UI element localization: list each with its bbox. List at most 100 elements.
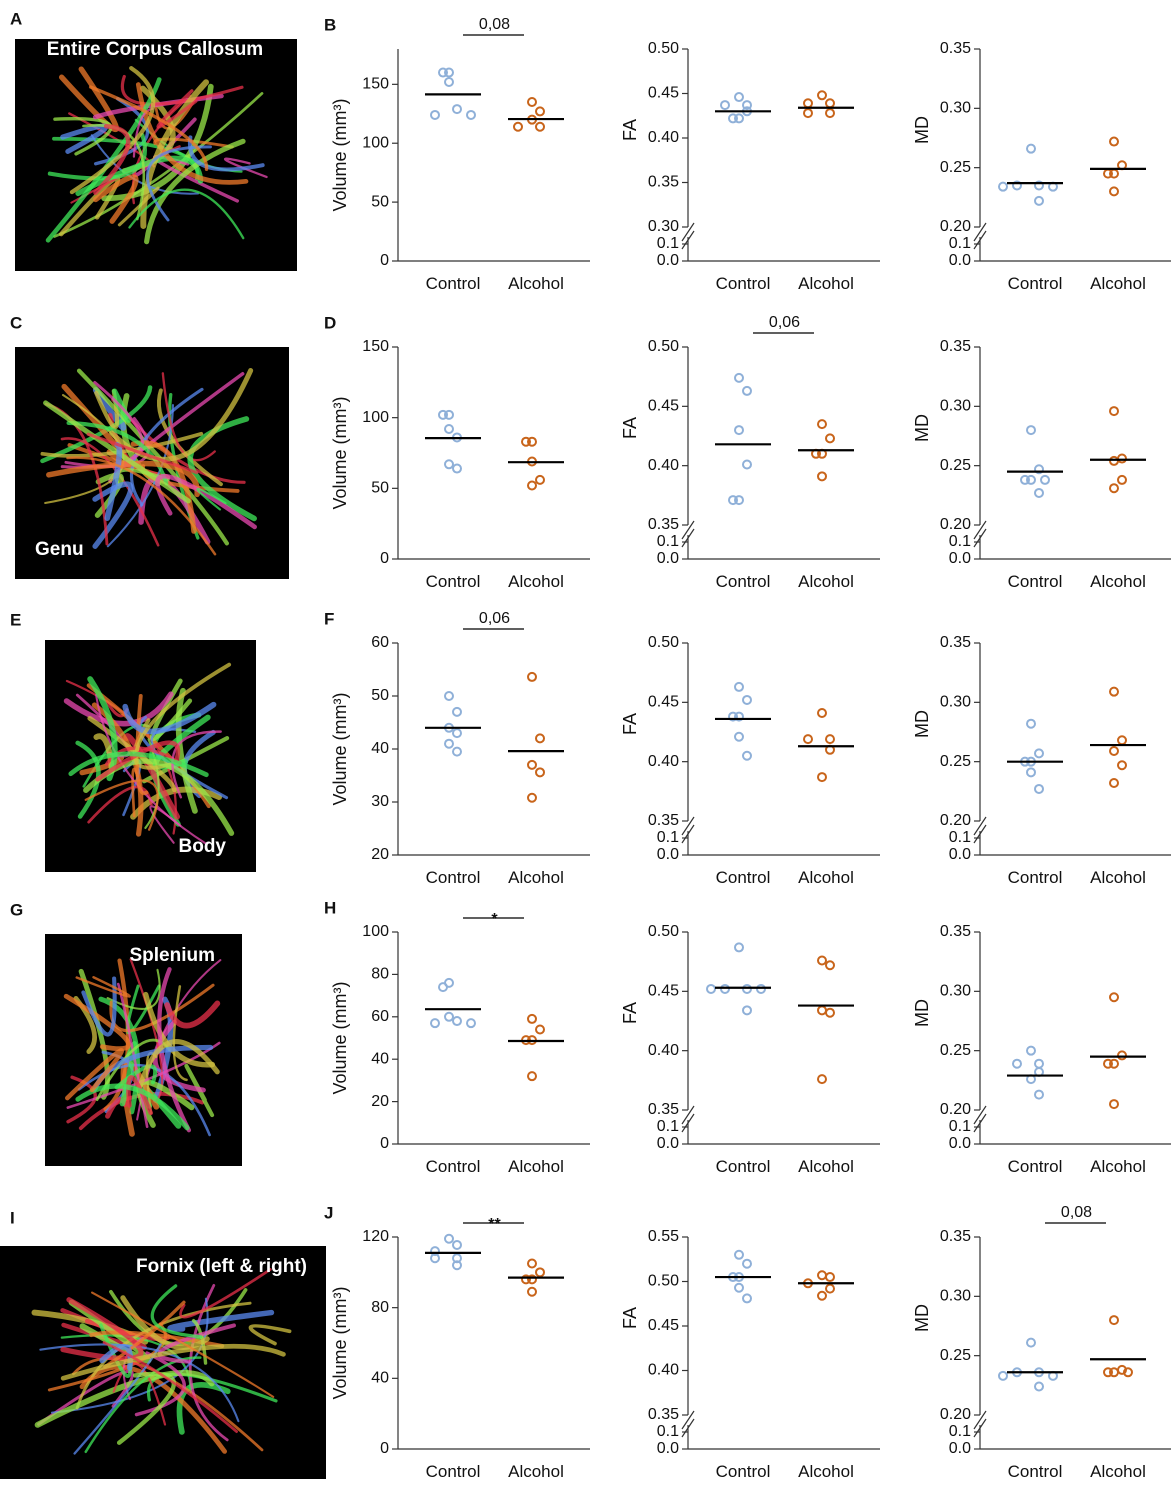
x-tick-label: Control [426,1462,481,1481]
x-tick-label: Control [716,572,771,591]
data-point [825,960,835,971]
data-point [452,104,462,115]
y-tick-label: 20 [371,846,389,863]
data-point [742,385,752,396]
data-point [444,1233,454,1244]
fibre [66,1075,98,1124]
y-tick-label: 0 [380,1135,389,1152]
y-tick-label: 100 [362,923,389,940]
data-point [527,480,537,491]
data-point [452,463,462,474]
y-tick-label: 0.1 [657,533,679,550]
data-point [1117,474,1127,485]
data-point [527,1274,537,1285]
data-point [825,1283,835,1294]
data-point [817,1270,827,1281]
y-axis-label: FA [620,1307,640,1329]
data-point [430,1253,440,1264]
x-tick-label: Alcohol [1090,572,1146,591]
data-point [803,108,813,119]
fibre [60,1297,144,1361]
x-tick-label: Alcohol [508,1462,564,1481]
y-tick-label: 0.1 [657,1118,679,1135]
data-point [742,459,752,470]
y-tick-label: 0.30 [940,983,971,1000]
data-point [734,1282,744,1293]
y-tick-label: 0 [380,550,389,567]
image-caption: Genu [35,539,84,560]
data-point [535,474,545,485]
x-tick-label: Alcohol [1090,1157,1146,1176]
fibre [78,968,110,1100]
axis-break [973,528,987,548]
fibre [63,691,174,727]
x-tick-label: Alcohol [798,1157,854,1176]
y-tick-label: 50 [371,480,389,497]
fibre [66,420,169,486]
panel-letter: H [324,898,336,917]
fibre [95,693,208,846]
data-point [817,772,827,783]
fibre [120,1059,160,1137]
y-tick-label: 120 [362,1228,389,1245]
fibre [137,1039,220,1089]
fibre [68,1299,152,1364]
data-point [452,1239,462,1250]
y-tick-label: 0.20 [940,1406,971,1423]
y-tick-label: 0.35 [940,923,971,940]
data-point [803,734,813,745]
x-tick-label: Alcohol [1090,1462,1146,1481]
fibre [156,89,198,129]
fibre [132,107,154,158]
y-tick-label: 0.35 [648,1406,679,1423]
y-tick-label: 0.40 [648,753,679,770]
axis-break [681,222,695,242]
data-point [1109,406,1119,417]
fibre [150,1284,203,1339]
y-tick-label: 0.30 [940,100,971,117]
data-point [825,1007,835,1018]
data-point [535,1024,545,1035]
significance-label: ** [488,1216,501,1233]
y-tick-label: 0.55 [648,1228,679,1245]
data-point [825,1272,835,1283]
data-point [1109,686,1119,697]
data-point [728,495,738,506]
y-tick-label: 30 [371,793,389,810]
fibre [248,1324,292,1346]
x-tick-label: Control [1008,274,1063,293]
data-point [452,728,462,739]
data-point [1117,735,1127,746]
axis-break [973,1113,987,1133]
y-tick-label: 0.1 [949,829,971,846]
y-tick-label: 0.35 [940,338,971,355]
data-point [817,708,827,719]
x-tick-label: Control [426,868,481,887]
data-point [444,409,454,420]
y-tick-label: 80 [371,966,389,983]
x-tick-label: Control [716,1157,771,1176]
fibre [91,1291,275,1398]
y-tick-label: 0 [380,252,389,269]
fibre [34,1369,215,1428]
y-tick-label: 0 [380,1440,389,1457]
x-tick-label: Alcohol [798,274,854,293]
axis-break [681,1418,695,1438]
y-axis-label: MD [912,1304,932,1332]
data-point [535,733,545,744]
data-point [444,691,454,701]
axis-break [973,816,987,836]
data-point [998,1370,1008,1381]
y-axis-label: Volume (mm³) [330,98,350,211]
data-point [734,731,744,742]
panel-letter: I [10,1208,15,1227]
data-point [438,409,448,420]
axis-break [681,824,695,844]
data-point [1109,483,1119,494]
fibre [92,481,134,549]
data-point [817,90,827,101]
fibre [196,487,227,511]
x-tick-label: Control [426,1157,481,1176]
y-tick-label: 0.45 [648,694,679,711]
